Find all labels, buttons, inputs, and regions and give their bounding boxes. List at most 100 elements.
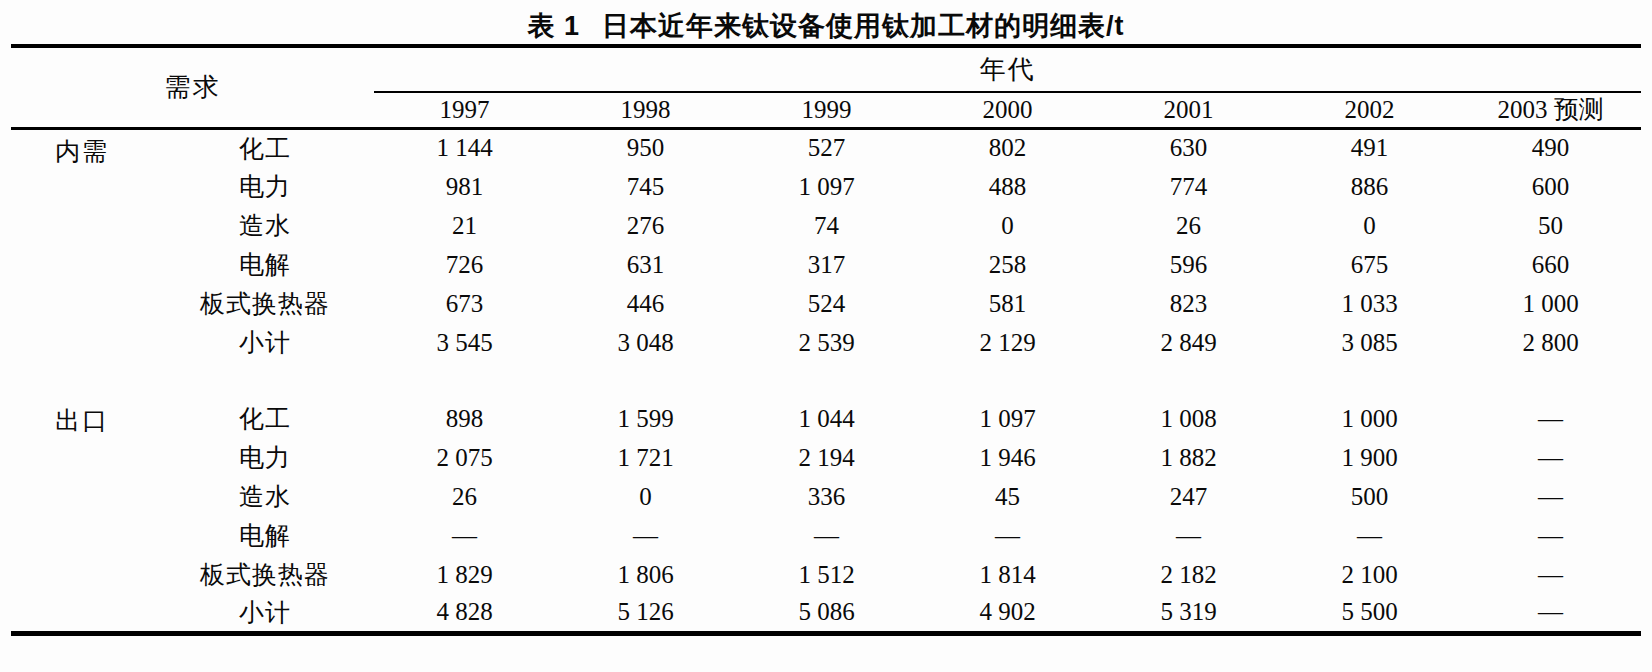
- group-label: 出口: [11, 399, 156, 633]
- table-row: 小计4 8285 1265 0864 9025 3195 500—: [11, 594, 1641, 633]
- cell-value: 2 800: [1460, 323, 1641, 362]
- cell-value: 1 829: [374, 555, 555, 594]
- category-label: 电解: [156, 245, 374, 284]
- cell-value: 500: [1279, 477, 1460, 516]
- cell-value: 45: [917, 477, 1098, 516]
- cell-value: 1 000: [1460, 284, 1641, 323]
- cell-value: 1 000: [1279, 399, 1460, 438]
- cell-value: —: [736, 516, 917, 555]
- table-row: 电力2 0751 7212 1941 9461 8821 900—: [11, 438, 1641, 477]
- cell-value: 2 075: [374, 438, 555, 477]
- cell-value: —: [1279, 516, 1460, 555]
- cell-value: 886: [1279, 167, 1460, 206]
- cell-value: 898: [374, 399, 555, 438]
- era-header: 年代: [374, 46, 1641, 92]
- category-label: 板式换热器: [156, 555, 374, 594]
- cell-value: 1 512: [736, 555, 917, 594]
- cell-value: —: [1460, 438, 1641, 477]
- cell-value: 5 086: [736, 594, 917, 633]
- cell-value: 4 828: [374, 594, 555, 633]
- cell-value: 336: [736, 477, 917, 516]
- cell-value: 2 182: [1098, 555, 1279, 594]
- spacer-cell: [11, 362, 1641, 399]
- cell-value: 2 129: [917, 323, 1098, 362]
- cell-value: 726: [374, 245, 555, 284]
- category-label: 小计: [156, 594, 374, 633]
- cell-value: 2 849: [1098, 323, 1279, 362]
- cell-value: 446: [555, 284, 736, 323]
- category-label: 电解: [156, 516, 374, 555]
- category-label: 板式换热器: [156, 284, 374, 323]
- cell-value: 317: [736, 245, 917, 284]
- cell-value: 630: [1098, 128, 1279, 167]
- cell-value: 3 048: [555, 323, 736, 362]
- cell-value: 600: [1460, 167, 1641, 206]
- cell-value: 0: [917, 206, 1098, 245]
- cell-value: 1 097: [917, 399, 1098, 438]
- cell-value: 745: [555, 167, 736, 206]
- table-body: 内需化工1 144950527802630491490电力9817451 097…: [11, 128, 1641, 633]
- document-page: 表 1日本近年来钛设备使用钛加工材的明细表/t 需求 年代 1997199819…: [0, 0, 1652, 672]
- table-row: 造水2127674026050: [11, 206, 1641, 245]
- demand-header: 需求: [11, 46, 374, 128]
- cell-value: 1 008: [1098, 399, 1279, 438]
- cell-value: 4 902: [917, 594, 1098, 633]
- cell-value: 1 044: [736, 399, 917, 438]
- cell-value: 802: [917, 128, 1098, 167]
- cell-value: —: [555, 516, 736, 555]
- table-number: 表 1: [527, 11, 580, 41]
- group-label: 内需: [11, 128, 156, 362]
- category-label: 化工: [156, 399, 374, 438]
- cell-value: 1 900: [1279, 438, 1460, 477]
- cell-value: 258: [917, 245, 1098, 284]
- cell-value: —: [374, 516, 555, 555]
- cell-value: 1 814: [917, 555, 1098, 594]
- cell-value: 631: [555, 245, 736, 284]
- cell-value: —: [917, 516, 1098, 555]
- cell-value: 0: [555, 477, 736, 516]
- cell-value: 1 806: [555, 555, 736, 594]
- cell-value: —: [1460, 399, 1641, 438]
- cell-value: 247: [1098, 477, 1279, 516]
- table-row: 内需化工1 144950527802630491490: [11, 128, 1641, 167]
- cell-value: 3 085: [1279, 323, 1460, 362]
- cell-value: 950: [555, 128, 736, 167]
- cell-value: 675: [1279, 245, 1460, 284]
- cell-value: 774: [1098, 167, 1279, 206]
- cell-value: 527: [736, 128, 917, 167]
- cell-value: 26: [1098, 206, 1279, 245]
- table-row: 造水26033645247500—: [11, 477, 1641, 516]
- table-row: 板式换热器1 8291 8061 5121 8142 1822 100—: [11, 555, 1641, 594]
- category-label: 电力: [156, 438, 374, 477]
- category-label: 造水: [156, 477, 374, 516]
- table-title-text: 日本近年来钛设备使用钛加工材的明细表/t: [602, 11, 1125, 41]
- category-label: 电力: [156, 167, 374, 206]
- table-row: 电力9817451 097488774886600: [11, 167, 1641, 206]
- cell-value: 1 599: [555, 399, 736, 438]
- cell-value: 491: [1279, 128, 1460, 167]
- cell-value: 50: [1460, 206, 1641, 245]
- category-label: 小计: [156, 323, 374, 362]
- cell-value: 2 100: [1279, 555, 1460, 594]
- cell-value: 1 097: [736, 167, 917, 206]
- cell-value: 2 194: [736, 438, 917, 477]
- table-row: 出口化工8981 5991 0441 0971 0081 000—: [11, 399, 1641, 438]
- cell-value: —: [1460, 555, 1641, 594]
- year-column-header: 1997: [374, 92, 555, 128]
- cell-value: —: [1460, 594, 1641, 633]
- section-spacer: [11, 362, 1641, 399]
- cell-value: 673: [374, 284, 555, 323]
- year-column-header: 2000: [917, 92, 1098, 128]
- cell-value: 1 946: [917, 438, 1098, 477]
- cell-value: 26: [374, 477, 555, 516]
- category-label: 化工: [156, 128, 374, 167]
- table-row: 电解———————: [11, 516, 1641, 555]
- cell-value: 0: [1279, 206, 1460, 245]
- cell-value: 488: [917, 167, 1098, 206]
- year-column-header: 1998: [555, 92, 736, 128]
- cell-value: 1 144: [374, 128, 555, 167]
- cell-value: 581: [917, 284, 1098, 323]
- table-title: 表 1 日本近年来钛设备使用钛加工材的明细表/t: [0, 0, 1652, 44]
- cell-value: 660: [1460, 245, 1641, 284]
- cell-value: 524: [736, 284, 917, 323]
